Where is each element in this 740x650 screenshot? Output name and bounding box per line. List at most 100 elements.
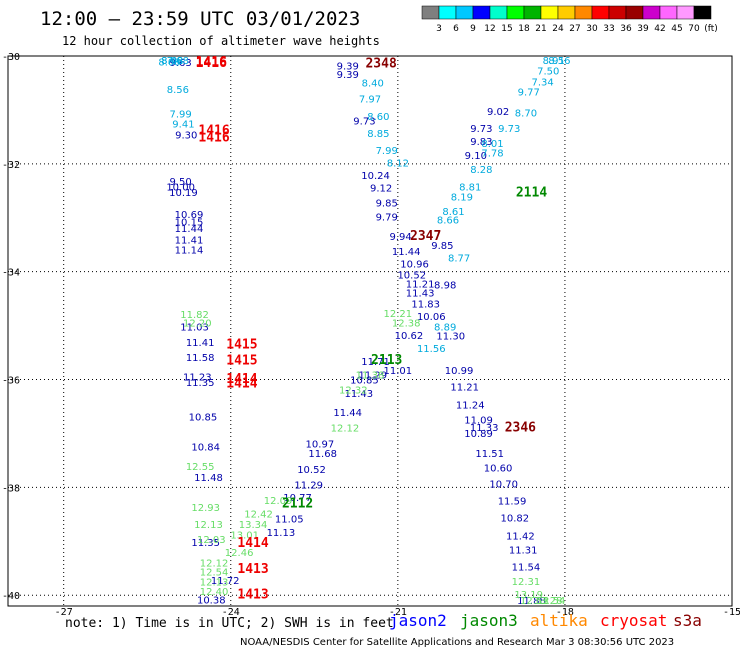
wave-height-value: 8.85 xyxy=(367,129,389,140)
wave-height-value: 9.39 xyxy=(337,70,359,81)
wave-height-value: 11.41 xyxy=(175,236,204,247)
wave-height-value: 10.99 xyxy=(445,366,474,377)
wave-height-value: 12.38 xyxy=(392,319,421,330)
wave-height-value: 10.24 xyxy=(361,171,390,182)
wave-height-value: 12.55 xyxy=(186,462,215,473)
color-scale-label: 27 xyxy=(569,24,580,34)
color-scale-label: 33 xyxy=(603,24,614,34)
wave-height-value: 11.03 xyxy=(180,322,209,333)
wave-height-value: 8.01 xyxy=(481,139,503,150)
pass-time-label: 1414 xyxy=(237,536,268,551)
wave-height-value: 13.19 xyxy=(514,590,543,601)
wave-height-value: 11.29 xyxy=(294,480,323,491)
wave-height-value: 8.91 xyxy=(543,56,565,67)
wave-height-value: 9.85 xyxy=(431,241,453,252)
wave-height-value: 9.63 xyxy=(170,58,192,69)
x-tick-label: -18 xyxy=(556,607,574,618)
x-tick-label: -24 xyxy=(222,607,240,618)
color-swatch xyxy=(557,5,576,20)
pass-time-label: 1416 xyxy=(198,131,229,146)
y-tick-label: -34 xyxy=(2,268,20,279)
color-scale-label: (ft) xyxy=(704,24,718,34)
wave-height-value: 10.85 xyxy=(350,375,379,386)
pass-time-label: 1414 xyxy=(226,377,257,392)
color-swatch xyxy=(489,5,508,20)
x-tick-label: -27 xyxy=(55,607,73,618)
wave-height-value: 8.98 xyxy=(434,280,456,291)
wave-height-value: 10.19 xyxy=(169,188,198,199)
y-tick-label: -30 xyxy=(2,52,20,63)
wave-height-value: 11.71 xyxy=(361,357,390,368)
wave-height-value: 11.68 xyxy=(308,449,337,460)
wave-height-value: 12.53 xyxy=(520,596,549,607)
color-swatch xyxy=(625,5,644,20)
wave-height-value: 10.89 xyxy=(464,429,493,440)
color-swatch xyxy=(574,5,593,20)
wave-height-value: 11.72 xyxy=(211,576,240,587)
wave-height-value: 11.09 xyxy=(464,416,493,427)
plot-frame xyxy=(7,55,733,607)
wave-height-value: 9.94 xyxy=(389,232,411,243)
wave-height-value: 10.70 xyxy=(489,479,518,490)
wave-height-value: 8.40 xyxy=(362,79,384,90)
wave-height-value: 9.77 xyxy=(518,87,540,98)
wave-height-value: 10.38 xyxy=(197,595,226,606)
wave-height-value: 10.84 xyxy=(191,443,220,454)
wave-height-value: 8.70 xyxy=(515,108,537,119)
pass-time-label: 1415 xyxy=(226,337,257,352)
wave-height-value: 10.06 xyxy=(417,312,446,323)
wave-height-value: 7.68 xyxy=(167,56,189,67)
wave-height-value: 8.42 xyxy=(161,56,183,67)
color-scale-label: 70 xyxy=(688,24,700,34)
wave-height-value: 8.56 xyxy=(167,85,189,96)
y-tick-label: -36 xyxy=(2,376,20,387)
color-swatch xyxy=(438,5,457,20)
wave-height-value: 8.28 xyxy=(470,165,492,176)
color-scale-label: 15 xyxy=(501,24,512,34)
pass-time-label: 1413 xyxy=(237,562,268,577)
wave-height-value: 11.44 xyxy=(175,224,204,235)
wave-height-value: 8.81 xyxy=(459,182,481,193)
axis-tick-labels: -27 -24 -21 -18 -15 -30 -32 -34 -36 -38 -40 xyxy=(2,52,740,618)
wave-height-value: 11.21 xyxy=(406,279,435,290)
color-scale-label: 6 xyxy=(453,24,459,34)
wave-height-value: 12.54 xyxy=(537,596,566,607)
wave-height-value: 10.69 xyxy=(175,210,204,221)
pass-time-label: 2114 xyxy=(516,186,547,201)
mission-legend-jason2: jason2 xyxy=(389,611,447,630)
color-swatch xyxy=(642,5,661,20)
wave-height-value: 10.82 xyxy=(500,513,529,524)
wave-height-value: 12.93 xyxy=(191,503,220,514)
wave-height-value: 12.13 xyxy=(200,578,229,589)
color-scale-label: 30 xyxy=(586,24,598,34)
pass-time-label: 1415 xyxy=(226,353,257,368)
wave-height-value: 9.83 xyxy=(470,137,492,148)
wave-height-value: 11.23 xyxy=(183,373,212,384)
pass-time-label: 2347 xyxy=(410,229,441,244)
wave-height-value: 11.54 xyxy=(512,562,541,573)
wave-height-value: 8.89 xyxy=(434,322,456,333)
wave-height-value: 12.54 xyxy=(200,567,229,578)
wave-height-value: 12.46 xyxy=(225,548,254,559)
wave-height-value: 11.38 xyxy=(356,370,385,381)
color-scale-label: 3 xyxy=(436,24,442,34)
wave-height-value: 11.51 xyxy=(475,449,504,460)
wave-height-value: 8.66 xyxy=(437,216,459,227)
wave-height-value: 7.97 xyxy=(359,94,381,105)
footnote: note: 1) Time is in UTC; 2) SWH is in fe… xyxy=(65,616,394,631)
wave-height-value: 11.88 xyxy=(517,596,546,607)
wave-height-value: 13.01 xyxy=(230,531,259,542)
wave-height-value: 11.82 xyxy=(180,310,209,321)
wave-height-value: 9.12 xyxy=(370,183,392,194)
lat-lon-grid xyxy=(8,56,732,606)
wave-height-value: 11.31 xyxy=(509,546,538,557)
wave-height-value: 11.48 xyxy=(194,473,223,484)
wave-height-value: 10.52 xyxy=(297,465,326,476)
wave-height-value: 13.28 xyxy=(534,596,563,607)
wave-height-value: 10.97 xyxy=(306,439,335,450)
wave-height-value: 8.61 xyxy=(442,207,464,218)
color-swatch xyxy=(591,5,610,20)
wave-height-value: 12.12 xyxy=(331,423,360,434)
wave-height-value: 12.21 xyxy=(384,309,413,320)
y-tick-label: -40 xyxy=(2,591,20,602)
